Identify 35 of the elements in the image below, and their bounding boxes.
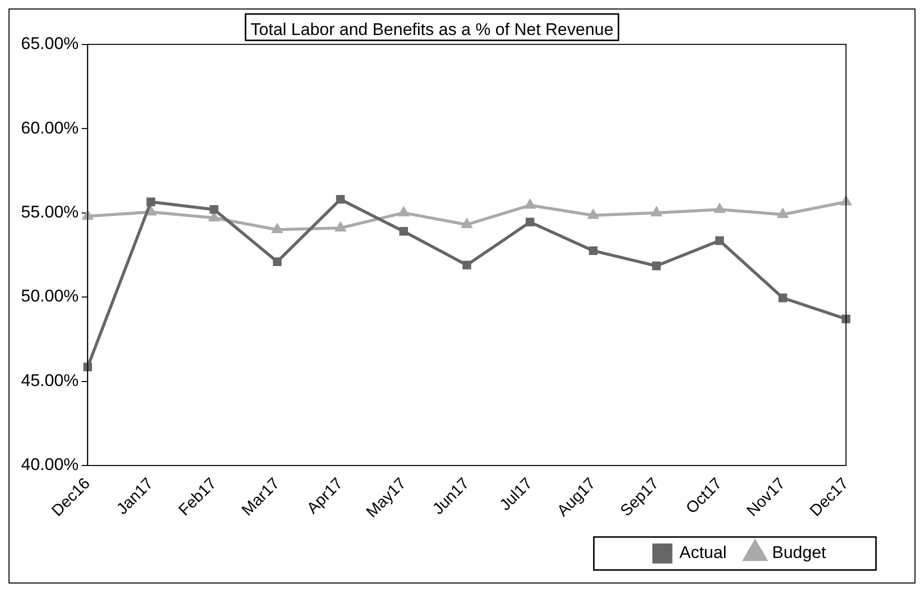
point	[588, 246, 598, 256]
point	[462, 260, 472, 270]
point	[272, 224, 282, 234]
legend-label: Actual	[679, 543, 727, 562]
chart-title: Total Labor and Benefits as a % of Net Revenue	[250, 20, 614, 39]
point	[146, 198, 156, 206]
point	[210, 205, 218, 214]
point	[335, 222, 346, 232]
point	[336, 195, 345, 204]
y-tick-label: 60.00%	[20, 118, 79, 138]
y-tick-label: 65.00%	[20, 34, 79, 54]
point	[714, 204, 725, 213]
point	[272, 257, 282, 266]
point	[778, 209, 788, 218]
y-tick-label: 55.00%	[20, 202, 79, 222]
point	[525, 200, 535, 209]
point	[652, 262, 661, 270]
point	[398, 207, 409, 216]
y-tick-label: 40.00%	[20, 455, 79, 474]
point	[462, 219, 472, 228]
point	[526, 218, 534, 226]
point	[399, 227, 408, 236]
point	[146, 206, 156, 216]
legend-label: Budget	[772, 543, 826, 562]
point	[588, 210, 598, 219]
point	[82, 210, 93, 220]
point	[842, 314, 850, 324]
y-tick-label: 50.00%	[20, 286, 79, 306]
point	[778, 294, 788, 302]
point	[209, 212, 220, 222]
point	[651, 207, 662, 216]
point	[841, 196, 851, 206]
y-tick-label: 45.00%	[20, 370, 79, 390]
point	[83, 362, 92, 372]
point	[715, 236, 724, 245]
